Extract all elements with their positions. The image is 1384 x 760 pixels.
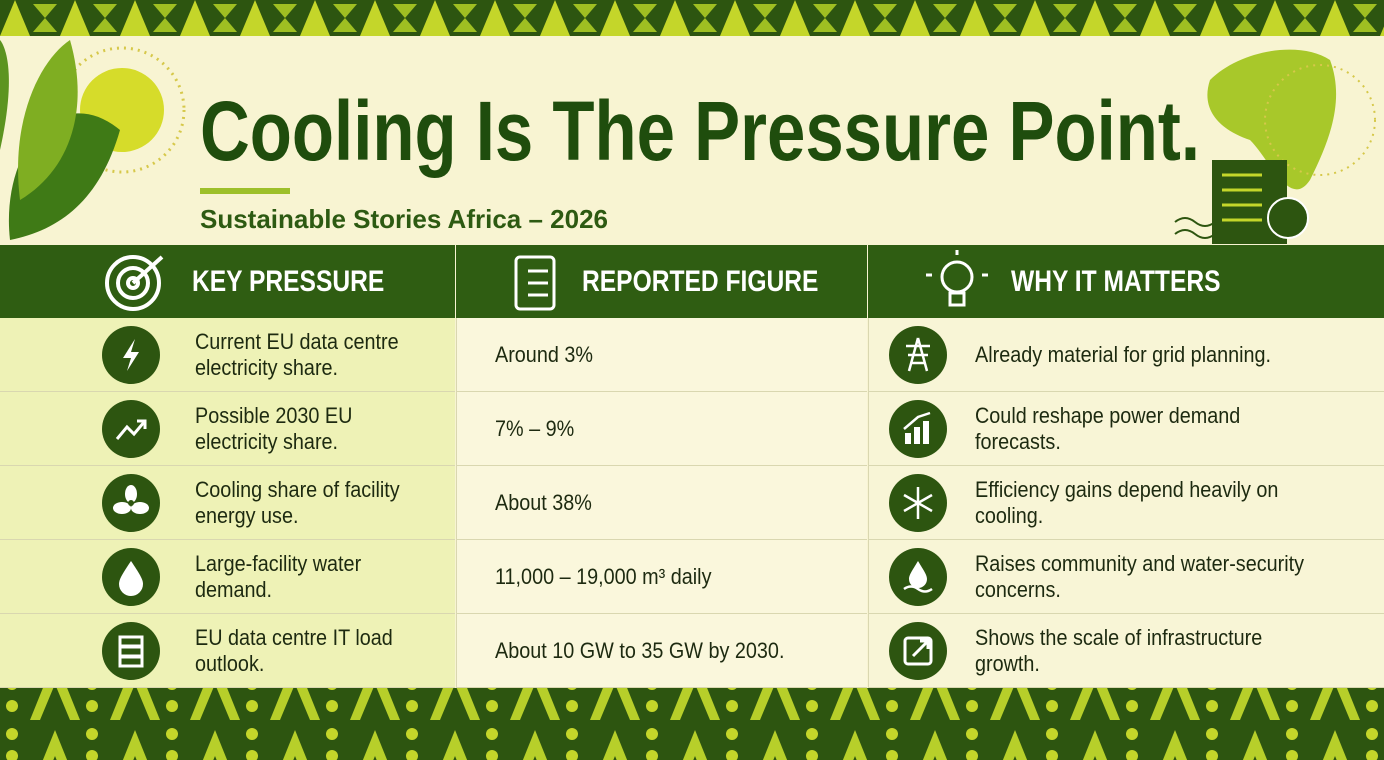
table-cell: About 10 GW to 35 GW by 2030. xyxy=(456,614,867,688)
row-icons xyxy=(102,326,947,384)
cell-text: Raises community and water-security conc… xyxy=(975,550,1305,602)
table-cell: Could reshape power demand forecasts. xyxy=(868,392,1384,466)
table-cell: EU data centre IT load outlook. xyxy=(0,614,455,688)
table-cell: Large-facility water demand. xyxy=(0,540,455,614)
row-icons xyxy=(102,400,947,458)
cell-text: Already material for grid planning. xyxy=(975,341,1272,367)
table-cell: Efficiency gains depend heavily on cooli… xyxy=(868,466,1384,540)
table-cell: Current EU data centre electricity share… xyxy=(0,318,455,392)
cell-text: 11,000 – 19,000 m³ daily xyxy=(495,563,712,589)
cell-text: Could reshape power demand forecasts. xyxy=(975,402,1241,454)
cell-text: About 10 GW to 35 GW by 2030. xyxy=(495,637,785,663)
header-icons xyxy=(105,250,988,311)
row-icons xyxy=(102,622,947,680)
column-header: KEY PRESSURE xyxy=(0,245,455,318)
table-cell: About 38% xyxy=(456,466,867,540)
subtitle: Sustainable Stories Africa – 2026 xyxy=(200,204,608,234)
cell-text: Cooling share of facility energy use. xyxy=(195,476,400,528)
cell-text: 7% – 9% xyxy=(495,415,575,441)
cell-text: Large-facility water demand. xyxy=(195,550,362,602)
cell-text: Shows the scale of infrastructure growth… xyxy=(975,624,1263,676)
row-icons xyxy=(102,548,947,606)
table-cell: 11,000 – 19,000 m³ daily xyxy=(456,540,867,614)
table-cell: Raises community and water-security conc… xyxy=(868,540,1384,614)
table-cell: Shows the scale of infrastructure growth… xyxy=(868,614,1384,688)
cell-text: EU data centre IT load outlook. xyxy=(195,624,393,676)
cell-text: Efficiency gains depend heavily on cooli… xyxy=(975,476,1279,528)
table-cell: Possible 2030 EU electricity share. xyxy=(0,392,455,466)
table-cell: Already material for grid planning. xyxy=(868,318,1384,392)
cell-text: Around 3% xyxy=(495,341,593,367)
cell-text: About 38% xyxy=(495,489,592,515)
table-cell: Around 3% xyxy=(456,318,867,392)
cell-text: Possible 2030 EU electricity share. xyxy=(195,402,353,454)
cell-text: Current EU data centre electricity share… xyxy=(195,328,399,380)
table-cell: Cooling share of facility energy use. xyxy=(0,466,455,540)
row-icons xyxy=(102,474,947,532)
table-cell: 7% – 9% xyxy=(456,392,867,466)
title: Cooling Is The Pressure Point. xyxy=(200,84,1200,178)
